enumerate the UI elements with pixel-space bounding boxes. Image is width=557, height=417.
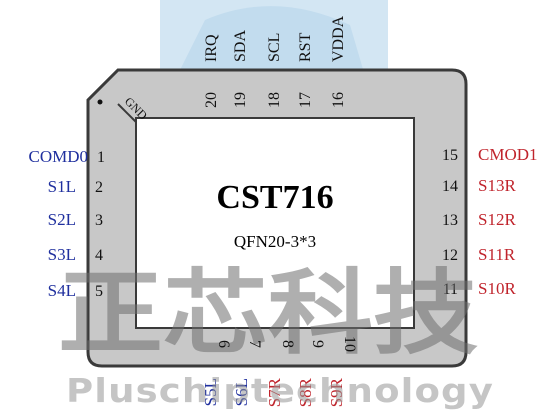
pin-num-5: 5 [95, 283, 103, 300]
pin-num-20: 20 [203, 92, 220, 108]
pin-label-16: VDDA [330, 15, 347, 62]
pin-num-8: 8 [279, 340, 296, 348]
pin-label-2: S1L [48, 177, 76, 196]
pin-label-10: S9R [327, 377, 346, 407]
pin-num-1: 1 [97, 149, 105, 166]
chip-name: CST716 [216, 179, 333, 216]
pin-label-5: S4L [48, 281, 76, 300]
pin-num-15: 15 [442, 147, 458, 164]
pin-num-6: 6 [215, 340, 232, 348]
pin-num-9: 9 [309, 340, 326, 348]
gnd-line [117, 103, 137, 123]
pin-label-15: CMOD1 [478, 145, 538, 164]
watermark-cn: 正芯科技 [58, 260, 478, 367]
pin-label-19: SDA [232, 30, 249, 62]
pin-num-3: 3 [95, 212, 103, 229]
pin-label-1: COMD0 [28, 147, 88, 166]
die-area [135, 117, 415, 329]
pin-num-4: 4 [95, 247, 103, 264]
pin-num-11: 11 [443, 281, 458, 298]
right-pins: 15 CMOD1 14 S13R 13 S12R 12 S11R 11 S10R [442, 145, 538, 298]
left-pins: COMD0 1 S1L 2 S2L 3 S3L 4 S4L 5 [28, 147, 105, 300]
watermark-en: Pluschiptechnology [66, 371, 494, 410]
pin-num-14: 14 [442, 178, 458, 195]
pin-num-16: 16 [330, 92, 347, 108]
pin-label-12: S11R [478, 245, 516, 264]
pin-label-6: S5L [201, 378, 220, 406]
pin-label-17: RST [297, 32, 314, 62]
pin-label-18: SCL [266, 33, 283, 62]
pin-num-18: 18 [266, 92, 283, 108]
pin-num-17: 17 [297, 92, 314, 108]
pin-label-13: S12R [478, 210, 516, 229]
pin-label-9: S8R [296, 377, 315, 407]
pin-label-11: S10R [478, 279, 516, 298]
pin-label-4: S3L [48, 245, 76, 264]
pin1-dot [97, 99, 103, 105]
pin-label-3: S2L [48, 210, 76, 229]
chip-package-name: QFN20-3*3 [234, 232, 316, 251]
pin-label-7: S6L [232, 378, 251, 406]
pin-label-8: S7R [265, 377, 284, 407]
top-pins: 20 IRQ 19 SDA 18 SCL 17 RST 16 VDDA [203, 15, 347, 108]
pin-num-13: 13 [442, 212, 458, 229]
bottom-pins: 6 7 8 9 10 S5L S6L S7R S8R S9R [201, 336, 358, 407]
pin-label-20: IRQ [203, 34, 220, 62]
pin-num-12: 12 [442, 247, 458, 264]
pin-num-2: 2 [95, 179, 103, 196]
pin-num-7: 7 [246, 340, 263, 348]
pin-label-14: S13R [478, 176, 516, 195]
pin-num-19: 19 [232, 92, 249, 108]
pin-num-10: 10 [341, 336, 358, 352]
